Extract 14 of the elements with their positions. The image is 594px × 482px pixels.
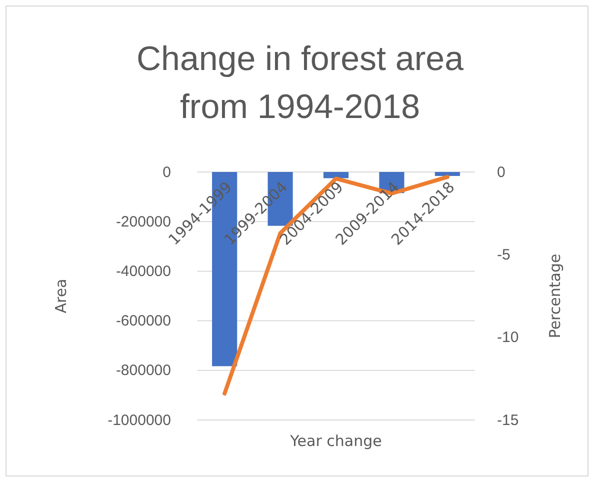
y2-tick-label: -15 bbox=[497, 412, 519, 429]
y-axis-title: Area bbox=[52, 278, 70, 314]
x-axis-title: Year change bbox=[289, 432, 382, 450]
y2-tick-label: 0 bbox=[497, 164, 506, 181]
y-tick-label: -600000 bbox=[116, 312, 171, 330]
y2-tick-label: -10 bbox=[497, 329, 519, 346]
y2-axis-title: Percentage bbox=[546, 254, 564, 338]
chart-title: Change in forest area from 1994-2018 bbox=[136, 40, 464, 126]
y-tick-label: -400000 bbox=[116, 263, 171, 280]
y-tick-label: 0 bbox=[162, 164, 171, 181]
y2-tick-label: -5 bbox=[497, 246, 510, 264]
y-tick-label: -800000 bbox=[116, 362, 171, 380]
y-tick-label: -200000 bbox=[116, 213, 171, 230]
y-tick-label: -1000000 bbox=[108, 412, 171, 429]
